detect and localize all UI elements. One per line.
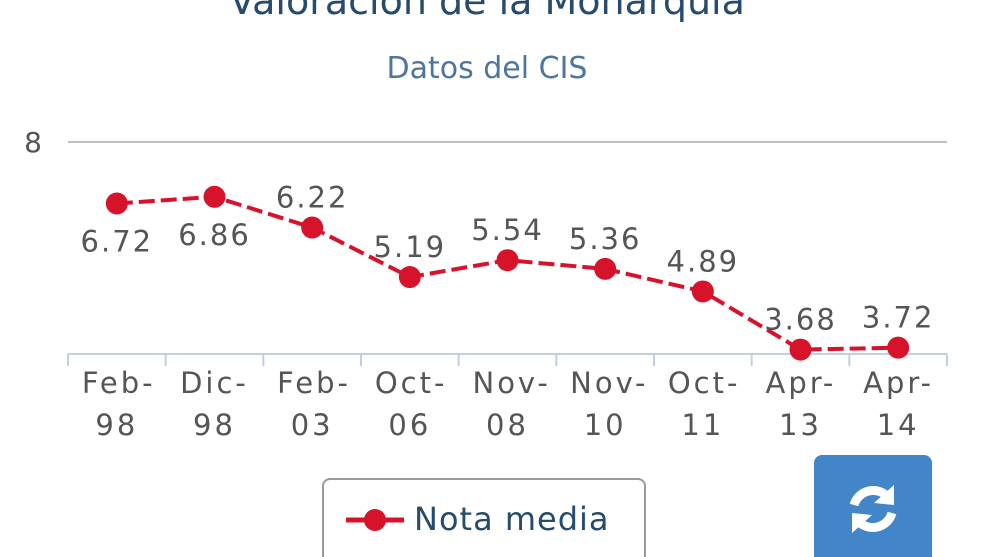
x-tick-label: Oct-06 [374,366,448,442]
legend-symbol [346,509,404,531]
legend-label: Nota media [414,500,610,538]
legend[interactable]: Nota media [322,478,646,557]
x-tick-label: Feb-98 [81,366,156,442]
x-tick-label: Feb-03 [277,366,351,442]
refresh-button[interactable] [814,455,932,557]
point [789,338,812,361]
data-label: 6.72 [81,225,154,259]
x-tick-label: Dic-98 [180,366,249,442]
data-label: 3.68 [764,303,837,337]
refresh-icon [849,485,897,533]
data-label: 5.36 [569,222,642,256]
point [203,185,226,208]
arrow-head [874,485,894,505]
point [496,249,519,272]
legend-marker [364,509,386,531]
chart-title: Valoración de la Monarquía [229,0,745,23]
x-tick-label: Apr-14 [863,366,934,442]
point [398,266,421,289]
data-label: 5.54 [471,213,544,247]
x-tick-label: Oct-11 [667,366,741,442]
x-tick-label: Nov-10 [570,366,649,442]
point [301,216,324,239]
point [887,336,910,359]
chart-subtitle: Datos del CIS [387,51,588,86]
data-label: 3.72 [862,301,935,335]
point [691,280,714,303]
data-label: 6.86 [178,218,251,252]
point [105,192,128,215]
arrow-head [852,513,872,533]
x-tick-label: Apr-13 [765,366,837,442]
point [594,257,617,280]
data-label: 4.89 [667,244,740,278]
data-label: 5.19 [374,230,447,264]
x-tick-label: Nov-08 [472,366,551,442]
y-tick-label: 8 [24,126,42,159]
data-label: 6.22 [276,181,349,215]
